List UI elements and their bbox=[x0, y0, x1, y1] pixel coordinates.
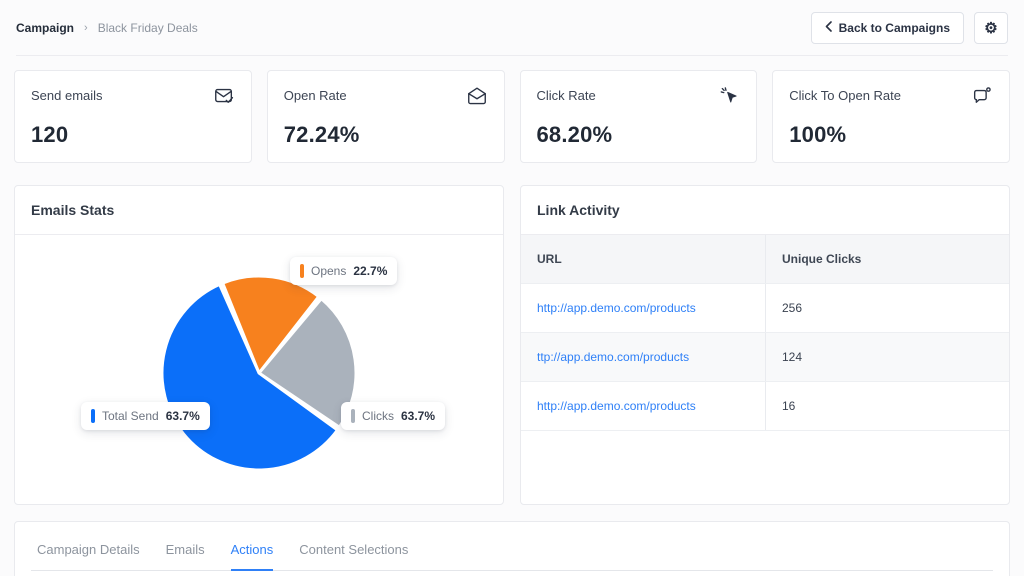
column-header-unique-clicks: Unique Clicks bbox=[765, 235, 1009, 283]
breadcrumb-current: Black Friday Deals bbox=[97, 20, 198, 35]
pie-tooltip-total-send[interactable]: Total Send 63.7% bbox=[81, 402, 210, 430]
link-activity-panel: Link Activity URL Unique Clicks http://a… bbox=[520, 185, 1010, 505]
table-row: http://app.demo.com/products 16 bbox=[521, 382, 1009, 431]
tab-campaign-details[interactable]: Campaign Details bbox=[37, 542, 140, 557]
clicks-marker bbox=[351, 409, 355, 423]
stat-card-open-rate: Open Rate 72.24% bbox=[266, 70, 505, 163]
gear-icon: ⚙ bbox=[984, 19, 998, 37]
tooltip-value: 63.7% bbox=[401, 409, 436, 423]
pie-tooltip-clicks[interactable]: Clicks 63.7% bbox=[341, 402, 446, 430]
unique-clicks-value: 256 bbox=[765, 284, 1009, 332]
top-bar: Campaign › Black Friday Deals Back to Ca… bbox=[16, 0, 1008, 56]
stat-label: Send emails bbox=[31, 88, 103, 103]
message-dot-icon bbox=[971, 85, 993, 112]
column-header-url: URL bbox=[537, 252, 562, 266]
url-link[interactable]: http://app.demo.com/products bbox=[537, 301, 696, 315]
mail-check-icon bbox=[213, 85, 235, 112]
stat-label: Click To Open Rate bbox=[789, 88, 902, 103]
unique-clicks-value: 124 bbox=[765, 333, 1009, 381]
stat-cards-row: Send emails 120 Open Rate 72.24% bbox=[14, 70, 1010, 163]
tooltip-label: Total Send bbox=[102, 409, 159, 423]
stat-label: Open Rate bbox=[283, 88, 347, 103]
tooltip-value: 22.7% bbox=[353, 264, 388, 278]
url-link[interactable]: http://app.demo.com/products bbox=[537, 399, 696, 413]
campaign-detail-card: Campaign Details Emails Actions Content … bbox=[14, 521, 1010, 576]
table-header-row: URL Unique Clicks bbox=[521, 235, 1009, 284]
settings-button[interactable]: ⚙ bbox=[974, 11, 1008, 44]
mail-open-icon bbox=[466, 85, 488, 112]
stat-value: 120 bbox=[31, 122, 69, 147]
emails-stats-title: Emails Stats bbox=[15, 186, 503, 235]
table-row: ttp://app.demo.com/products 124 bbox=[521, 333, 1009, 382]
stat-card-send-emails: Send emails 120 bbox=[14, 70, 252, 163]
unique-clicks-value: 16 bbox=[765, 382, 1009, 430]
tab-actions[interactable]: Actions bbox=[230, 542, 274, 571]
total-send-marker bbox=[91, 409, 95, 423]
url-link[interactable]: ttp://app.demo.com/products bbox=[537, 350, 690, 364]
chevron-right-icon: › bbox=[84, 21, 88, 34]
pie-chart: Opens 22.7% Total Send 63.7% Clicks 63.7… bbox=[15, 235, 503, 504]
panels-row: Emails Stats Opens 22.7% Total Send 63.7… bbox=[14, 185, 1010, 505]
back-to-campaigns-button[interactable]: Back to Campaigns bbox=[810, 11, 964, 44]
tab-bar: Campaign Details Emails Actions Content … bbox=[31, 542, 993, 571]
stat-label: Click Rate bbox=[536, 88, 596, 103]
breadcrumb-root[interactable]: Campaign bbox=[16, 20, 75, 35]
emails-stats-panel: Emails Stats Opens 22.7% Total Send 63.7… bbox=[14, 185, 504, 505]
tab-emails[interactable]: Emails bbox=[165, 542, 205, 557]
opens-marker bbox=[300, 264, 304, 278]
stat-card-click-to-open-rate: Click To Open Rate 100% bbox=[772, 70, 1010, 163]
stat-value: 68.20% bbox=[536, 122, 613, 147]
stat-value: 72.24% bbox=[283, 122, 360, 147]
cursor-click-icon bbox=[718, 85, 740, 112]
tooltip-value: 63.7% bbox=[165, 409, 200, 423]
link-activity-table: URL Unique Clicks http://app.demo.com/pr… bbox=[521, 235, 1009, 431]
pie-tooltip-opens[interactable]: Opens 22.7% bbox=[290, 257, 398, 285]
tab-content-selections[interactable]: Content Selections bbox=[299, 542, 409, 557]
topbar-actions: Back to Campaigns ⚙ bbox=[810, 11, 1008, 44]
back-button-label: Back to Campaigns bbox=[838, 20, 950, 35]
link-activity-title: Link Activity bbox=[521, 186, 1009, 235]
pie-chart-svg[interactable] bbox=[159, 273, 359, 473]
stat-card-click-rate: Click Rate 68.20% bbox=[519, 70, 758, 163]
chevron-left-icon bbox=[825, 20, 832, 35]
tooltip-label: Clicks bbox=[362, 409, 394, 423]
breadcrumb: Campaign › Black Friday Deals bbox=[16, 21, 198, 35]
tooltip-label: Opens bbox=[311, 264, 347, 278]
stat-value: 100% bbox=[789, 122, 847, 147]
table-row: http://app.demo.com/products 256 bbox=[521, 284, 1009, 333]
